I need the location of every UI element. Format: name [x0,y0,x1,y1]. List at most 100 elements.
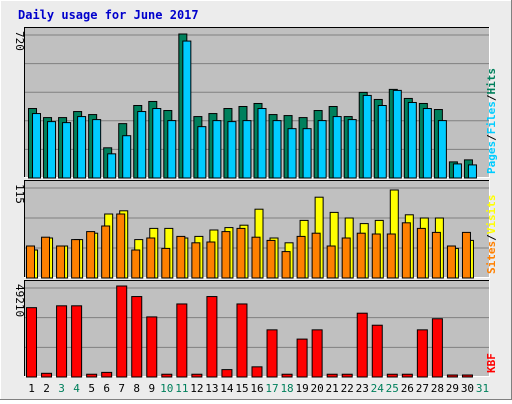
x-tick-label-day-4: 4 [73,382,80,395]
legend-entry: / [485,134,498,141]
plot-area-kbytes [24,280,490,377]
bar-kbytes-day-15 [236,303,248,378]
bar-files-day-15 [242,120,252,179]
bar-kbytes-day-1 [26,307,38,378]
legend-entry: KB [485,359,498,373]
bar-sites-day-17 [266,239,276,279]
x-tick-label-day-18: 18 [280,382,293,395]
bar-files-day-1 [32,113,42,179]
bar-sites-day-23 [356,232,366,279]
bar-sites-day-21 [326,245,336,279]
bar-kbytes-day-3 [56,305,68,378]
bar-sites-day-3 [56,245,66,279]
bar-sites-day-16 [251,236,261,279]
bar-kbytes-day-2 [41,372,53,378]
bar-kbytes-day-20 [311,329,323,378]
x-tick-label-day-26: 26 [401,382,414,395]
y-max-label-hits-files-pages: 720 [13,31,26,51]
bar-files-day-28 [437,120,447,179]
bar-sites-day-28 [431,231,441,279]
bar-files-day-30 [467,164,477,179]
x-tick-label-day-22: 22 [341,382,354,395]
x-tick-label-day-9: 9 [148,382,155,395]
bar-sites-day-4 [71,239,81,279]
bar-kbytes-day-7 [116,285,128,378]
bar-files-day-13 [212,120,222,179]
x-tick-label-day-15: 15 [235,382,248,395]
bar-kbytes-day-17 [266,329,278,378]
bar-files-day-20 [317,120,327,179]
bar-files-day-4 [77,116,87,179]
bar-files-day-10 [167,120,177,179]
legend-entry: Visits [485,195,498,235]
bar-sites-day-11 [176,235,186,279]
bar-kbytes-day-9 [146,316,158,378]
legend-entry: F [485,353,498,360]
x-tick-label-day-2: 2 [43,382,50,395]
bar-sites-day-20 [311,232,321,279]
bar-files-day-19 [302,128,312,179]
bar-kbytes-day-11 [176,303,188,378]
bar-kbytes-day-24 [371,324,383,378]
bar-files-day-23 [362,94,372,179]
panel-kbytes: 49210 KBF [13,280,498,378]
bar-kbytes-day-25 [386,373,398,378]
bar-sites-day-7 [116,213,126,279]
x-tick-label-day-31: 31 [476,382,489,395]
bar-kbytes-day-4 [71,305,83,378]
bar-kbytes-day-21 [326,373,338,378]
bar-files-day-17 [272,120,282,179]
bar-files-day-3 [62,122,72,179]
x-tick-label-day-1: 1 [28,382,35,395]
bar-sites-day-19 [296,235,306,279]
x-tick-label-day-20: 20 [311,382,324,395]
legend-entry: Pages [485,141,498,174]
bar-kbytes-day-29 [446,374,458,378]
bar-sites-day-10 [161,247,171,279]
x-tick-label-day-16: 16 [250,382,263,395]
bar-sites-day-9 [146,237,156,279]
x-tick-label-day-24: 24 [371,382,385,395]
chart-title: Daily usage for June 2017 [18,8,199,22]
x-tick-label-day-13: 13 [205,382,218,395]
x-tick-label-day-12: 12 [190,382,203,395]
y-max-label-kbytes: 49210 [13,284,26,317]
bar-kbytes-day-30 [461,374,473,378]
bar-kbytes-day-16 [251,366,263,378]
chart-panels: 720Pages/Files/Hits115Sites/Visits49210K… [13,27,498,378]
bar-files-day-9 [152,108,162,179]
bar-files-day-7 [122,135,132,179]
bar-sites-day-24 [371,233,381,279]
bar-kbytes-day-22 [341,373,353,378]
bar-files-day-27 [422,108,432,179]
x-tick-label-day-19: 19 [295,382,308,395]
x-tick-label-day-14: 14 [220,382,234,395]
bar-kbytes-day-8 [131,296,143,378]
legend-hits-files-pages: Pages/Files/Hits [485,68,498,174]
bar-files-day-25 [392,89,402,179]
x-tick-label-day-11: 11 [175,382,188,395]
bar-files-day-24 [377,105,387,179]
x-tick-label-day-17: 17 [265,382,278,395]
bar-sites-day-30 [461,231,471,279]
x-tick-label-day-21: 21 [326,382,339,395]
legend-kbytes: KBF [485,353,498,373]
bar-sites-day-1 [26,245,36,279]
bar-kbytes-day-12 [191,373,203,378]
bar-sites-day-27 [416,227,426,279]
x-tick-label-day-5: 5 [88,382,95,395]
legend-entry: / [485,94,498,101]
bar-sites-day-22 [341,237,351,279]
x-tick-label-day-3: 3 [58,382,65,395]
bar-files-day-12 [197,126,207,179]
bar-kbytes-day-26 [401,373,413,378]
bar-files-day-11 [182,40,192,179]
bar-sites-day-18 [281,251,291,279]
panel-hits-files-pages: 720 Pages/Files/Hits [13,27,498,179]
bar-sites-day-8 [131,249,141,279]
x-tick-label-day-29: 29 [446,382,459,395]
bar-kbytes-day-13 [206,296,218,378]
bar-kbytes-day-14 [221,369,233,378]
y-max-label-visits-sites: 115 [13,184,26,204]
